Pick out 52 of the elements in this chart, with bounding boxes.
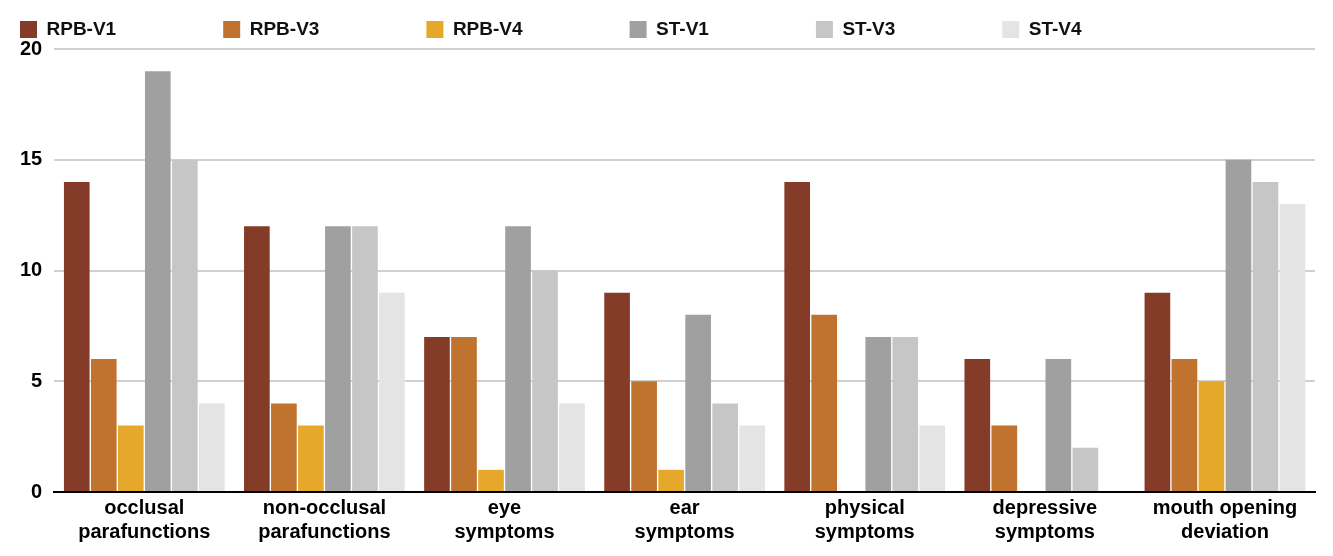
y-tick-label: 10 xyxy=(20,258,43,281)
bar xyxy=(1279,204,1306,491)
bar xyxy=(1225,159,1252,491)
bar xyxy=(117,425,144,491)
bar xyxy=(712,403,738,491)
legend-label: ST-V4 xyxy=(1028,17,1177,39)
bar xyxy=(991,425,1018,491)
bar xyxy=(811,314,838,491)
x-tick-label: physical symptoms xyxy=(814,495,915,542)
x-tick-label: mouth opening deviation xyxy=(1152,495,1298,542)
legend-label: RPB-V1 xyxy=(46,17,212,39)
bar xyxy=(604,292,630,491)
x-tick-label: depressive symptoms xyxy=(992,495,1098,542)
bar xyxy=(244,226,270,491)
y-tick-label: 20 xyxy=(20,36,43,59)
bar xyxy=(325,226,351,491)
y-tick-label: 5 xyxy=(31,368,43,391)
bar xyxy=(199,403,225,491)
bar xyxy=(1072,447,1099,491)
bar xyxy=(63,181,90,491)
bar xyxy=(658,469,684,491)
bar xyxy=(1171,359,1198,491)
bar xyxy=(685,314,711,491)
legend-label: ST-V3 xyxy=(842,17,991,39)
legend-label: RPB-V3 xyxy=(249,17,415,39)
legend-label: ST-V1 xyxy=(656,17,804,39)
bar xyxy=(298,425,324,491)
bar xyxy=(784,181,811,491)
y-tick-label: 0 xyxy=(31,479,43,502)
x-tick-label: eye symptoms xyxy=(454,495,555,542)
bar xyxy=(505,226,531,491)
x-tick-label: occlusal parafunctions xyxy=(78,495,211,542)
bar xyxy=(865,336,892,491)
bar xyxy=(379,292,405,491)
bar xyxy=(739,425,765,491)
bar xyxy=(1045,359,1072,491)
bar xyxy=(1144,292,1171,491)
bar xyxy=(424,336,450,491)
bar xyxy=(919,425,946,491)
bar xyxy=(631,381,657,491)
legend-label: RPB-V4 xyxy=(452,17,618,39)
bar xyxy=(451,336,477,491)
bar xyxy=(1198,381,1225,491)
x-tick-label: ear symptoms xyxy=(634,495,735,542)
bar xyxy=(90,359,117,491)
bar xyxy=(271,403,297,491)
bar xyxy=(478,469,504,491)
bar xyxy=(144,71,171,491)
bar xyxy=(559,403,585,491)
y-tick-label: 15 xyxy=(20,147,43,170)
x-tick-label: non-occlusal parafunctions xyxy=(258,495,391,542)
bar xyxy=(964,359,991,491)
